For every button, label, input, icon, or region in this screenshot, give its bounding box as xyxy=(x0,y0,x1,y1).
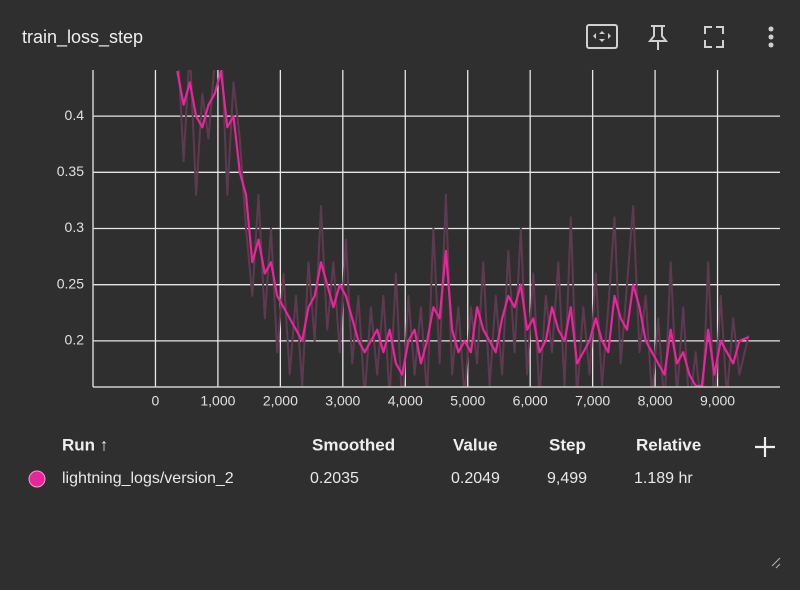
grid: 0.2 0.25 0.3 0.35 0.4 0 1,000 2,000 3,000 4,000 5,… xyxy=(57,70,780,409)
x-tick-label: 6,000 xyxy=(513,393,548,409)
more-button[interactable] xyxy=(768,26,774,48)
table-cell: 0.2035 xyxy=(310,470,359,487)
y-tick-label: 0.25 xyxy=(57,275,84,291)
pin-button[interactable] xyxy=(647,25,669,50)
toolbar xyxy=(586,24,774,50)
x-tick-label: 4,000 xyxy=(388,393,423,409)
column-header[interactable]: Run ↑ xyxy=(62,435,108,454)
x-tick-label: 3,000 xyxy=(325,393,360,409)
x-tick-label: 1,000 xyxy=(200,393,235,409)
run-table: Run ↑ Smoothed Value Step Relative lightning_… xyxy=(28,435,775,488)
table-cell: 9,499 xyxy=(547,470,587,487)
y-tick-label: 0.35 xyxy=(57,163,84,179)
y-tick-label: 0.4 xyxy=(65,107,85,123)
fullscreen-button[interactable] xyxy=(704,26,724,48)
column-header: Smoothed xyxy=(312,435,395,454)
resize-handle[interactable] xyxy=(771,557,781,569)
run-color xyxy=(28,470,46,488)
plot xyxy=(176,70,750,387)
add-column-button[interactable] xyxy=(755,437,775,457)
x-tick-label: 9,000 xyxy=(700,393,735,409)
x-tick-label: 0 xyxy=(152,393,160,409)
y-tick-label: 0.3 xyxy=(65,219,85,235)
table-cell: 1.189 hr xyxy=(634,470,693,487)
x-tick-label: 5,000 xyxy=(450,393,485,409)
table-cell: lightning_logs/version_2 xyxy=(62,470,234,487)
smoothed-line xyxy=(176,70,750,387)
table-cell: 0.2049 xyxy=(451,470,500,487)
x-tick-label: 8,000 xyxy=(638,393,673,409)
x-tick-label: 2,000 xyxy=(263,393,298,409)
column-header: Relative xyxy=(636,435,701,454)
x-tick-label: 7,000 xyxy=(575,393,610,409)
y-tick-label: 0.2 xyxy=(65,332,85,348)
column-header: Step xyxy=(549,435,586,454)
raw-line xyxy=(177,70,750,387)
fit-domain-button[interactable] xyxy=(586,24,618,49)
card-title: train_loss_step xyxy=(22,27,143,48)
column-header: Value xyxy=(453,435,497,454)
